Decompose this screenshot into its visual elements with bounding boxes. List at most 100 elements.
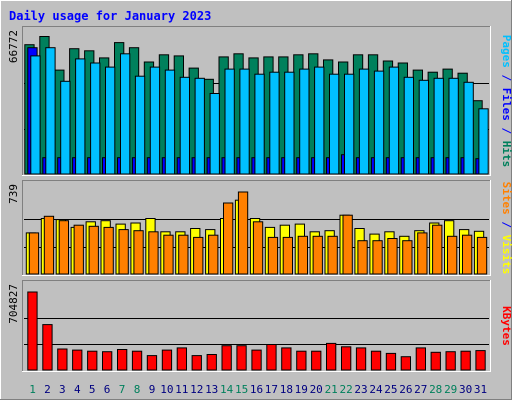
x-label-day-24: 24 bbox=[369, 383, 383, 396]
kbytes-bar-kbytes-23 bbox=[355, 347, 367, 371]
hits-files-pages-bar-pages-4 bbox=[75, 58, 86, 175]
sites-visits-bar-sites-19 bbox=[297, 235, 309, 275]
sites-visits-bar-sites-10 bbox=[163, 234, 174, 275]
hits-files-pages-bar-pages-11 bbox=[179, 76, 190, 175]
sites-visits-bar-sites-7 bbox=[118, 229, 129, 275]
x-label-day-21: 21 bbox=[325, 383, 338, 396]
x-label-day-14: 14 bbox=[220, 383, 234, 396]
sites-visits-bar-sites-1 bbox=[28, 232, 40, 275]
kbytes-bar-kbytes-7 bbox=[117, 349, 128, 371]
x-label-day-26: 26 bbox=[399, 383, 412, 396]
kbytes-bar-kbytes-28 bbox=[430, 351, 441, 371]
sites-visits-bar-sites-30 bbox=[462, 234, 473, 275]
x-label-day-11: 11 bbox=[175, 383, 188, 396]
hits-files-pages-bar-pages-30 bbox=[463, 81, 474, 175]
kbytes-bar-kbytes-24 bbox=[370, 350, 382, 371]
hits-files-pages-bar-pages-18 bbox=[284, 71, 295, 175]
hits-files-pages-legend-part-2: Files bbox=[500, 88, 512, 121]
sites-visits-bar-sites-13 bbox=[208, 234, 219, 275]
hits-files-pages-bar-pages-2 bbox=[45, 47, 56, 175]
kbytes-bar-kbytes-21 bbox=[326, 342, 337, 371]
sites-visits-bar-sites-8 bbox=[133, 230, 144, 275]
sites-visits-bar-sites-21 bbox=[327, 235, 338, 275]
sites-visits-bar-sites-4 bbox=[73, 224, 84, 275]
kbytes-bar-kbytes-27 bbox=[415, 347, 427, 371]
hits-files-pages-bar-pages-28 bbox=[433, 77, 444, 175]
kbytes-bar-kbytes-17 bbox=[266, 344, 277, 371]
kbytes-bar-kbytes-4 bbox=[72, 349, 83, 371]
x-label-day-2: 2 bbox=[44, 383, 51, 396]
hits-files-pages-bar-pages-21 bbox=[329, 73, 340, 175]
kbytes-bar-kbytes-13 bbox=[206, 354, 217, 371]
sites-visits-bar-sites-24 bbox=[372, 240, 383, 275]
hits-files-pages-bar-pages-16 bbox=[254, 73, 265, 175]
sites-visits-legend-part-1: / bbox=[500, 215, 512, 235]
sites-visits-bar-sites-16 bbox=[252, 221, 264, 275]
hits-files-pages-bar-pages-25 bbox=[388, 66, 400, 175]
x-label-day-7: 7 bbox=[119, 383, 126, 396]
x-label-day-4: 4 bbox=[74, 383, 81, 396]
sites-visits-legend-part-0: Sites bbox=[500, 182, 512, 215]
hits-files-pages-bar-pages-31 bbox=[478, 108, 489, 175]
hits-files-pages-legend-part-1: / bbox=[500, 68, 512, 88]
kbytes-bar-kbytes-29 bbox=[445, 351, 456, 371]
sites-visits-bar-sites-22 bbox=[342, 214, 353, 275]
hits-files-pages-legend-part-4: Hits bbox=[500, 141, 512, 168]
kbytes-bar-kbytes-16 bbox=[251, 349, 262, 371]
x-label-day-20: 20 bbox=[310, 383, 323, 396]
kbytes-bar-kbytes-19 bbox=[296, 350, 307, 371]
hits-files-pages-bar-pages-27 bbox=[418, 79, 430, 175]
sites-visits-bar-sites-14 bbox=[223, 202, 234, 275]
x-label-day-27: 27 bbox=[414, 383, 427, 396]
sites-visits-bar-sites-23 bbox=[357, 240, 368, 275]
x-label-day-1: 1 bbox=[29, 383, 36, 396]
hits-files-pages-bar-pages-3 bbox=[60, 80, 71, 175]
kbytes-bar-kbytes-26 bbox=[400, 356, 412, 371]
sites-visits-bar-sites-17 bbox=[267, 236, 279, 275]
hits-files-pages-bar-pages-26 bbox=[403, 76, 415, 175]
sites-visits-bar-sites-15 bbox=[237, 191, 249, 275]
sites-visits-bar-sites-2 bbox=[43, 215, 55, 275]
x-label-day-8: 8 bbox=[134, 383, 141, 396]
kbytes-legend-label: KBytes bbox=[500, 306, 512, 346]
hits-files-pages-bar-pages-24 bbox=[373, 70, 385, 175]
kbytes-bar-kbytes-20 bbox=[311, 350, 322, 371]
hits-files-pages-legend-part-0: Pages bbox=[500, 35, 512, 68]
x-label-day-22: 22 bbox=[339, 383, 352, 396]
kbytes-bar-kbytes-2 bbox=[42, 324, 53, 371]
x-axis-labels: 1 2 3 4 5 6 7 8 9 10 11 12 13 14 15 16 17 18 19 20 21 22 23 24 2… bbox=[29, 383, 487, 396]
sites-visits-bar-sites-26 bbox=[402, 240, 413, 275]
x-label-day-13: 13 bbox=[205, 383, 218, 396]
kbytes-ymax-label: 704827 bbox=[7, 284, 20, 324]
kbytes-bar-kbytes-6 bbox=[102, 351, 113, 371]
x-label-day-10: 10 bbox=[160, 383, 173, 396]
hits-files-pages-bar-pages-22 bbox=[344, 73, 355, 175]
kbytes-bar-kbytes-12 bbox=[191, 355, 202, 371]
x-label-day-5: 5 bbox=[89, 383, 96, 396]
hits-files-pages-bar-pages-23 bbox=[358, 68, 370, 175]
y-axis-labels: 66772 739 704827 bbox=[7, 30, 20, 324]
sites-visits-bar-sites-3 bbox=[58, 220, 70, 275]
hits-files-pages-bar-pages-14 bbox=[224, 68, 235, 175]
sites-visits-bar-sites-31 bbox=[476, 236, 488, 275]
x-label-day-23: 23 bbox=[354, 383, 367, 396]
chart-bars bbox=[24, 36, 489, 371]
hits-files-pages-bar-pages-10 bbox=[164, 69, 176, 175]
sites-visits-legend-part-2: Visits bbox=[500, 235, 512, 275]
x-label-day-17: 17 bbox=[265, 383, 278, 396]
hits-files-pages-bar-pages-13 bbox=[209, 93, 220, 175]
sites-visits-bar-sites-6 bbox=[103, 226, 114, 275]
hits-files-pages-bar-pages-20 bbox=[314, 66, 325, 175]
sites-visits-bar-sites-29 bbox=[447, 235, 458, 275]
hits-files-pages-bar-pages-19 bbox=[299, 68, 310, 175]
sites-visits-bar-sites-28 bbox=[432, 224, 443, 275]
sites-visits-bar-sites-11 bbox=[178, 234, 189, 275]
hits-files-pages-bar-pages-5 bbox=[90, 62, 101, 175]
hits-files-pages-bar-pages-1 bbox=[30, 55, 41, 175]
x-label-day-30: 30 bbox=[459, 383, 472, 396]
kbytes-bar-kbytes-1 bbox=[27, 291, 38, 371]
hits-files-pages-bar-pages-8 bbox=[134, 75, 146, 175]
x-label-day-25: 25 bbox=[384, 383, 397, 396]
kbytes-bar-kbytes-22 bbox=[341, 346, 352, 371]
kbytes-bar-kbytes-14 bbox=[221, 345, 232, 371]
